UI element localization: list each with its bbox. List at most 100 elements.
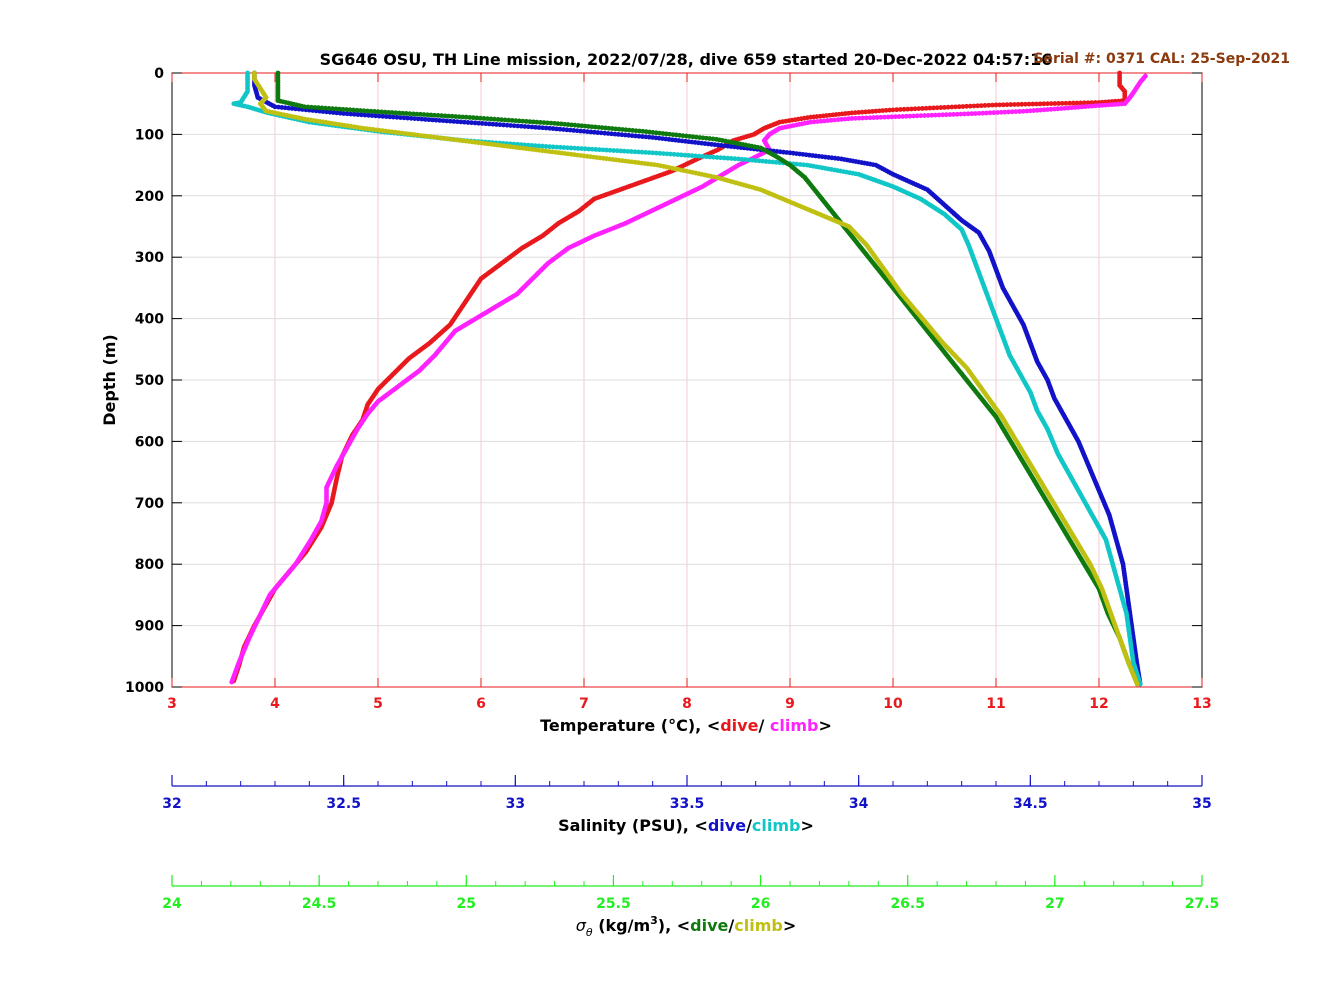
- temperature-climb-sample: [1045, 107, 1050, 112]
- temperature-label-climb: climb: [770, 716, 819, 735]
- temperature-dive-sample: [920, 106, 925, 111]
- salinity-label-sep: /: [746, 816, 752, 835]
- sigma-dive-sample: [361, 108, 367, 114]
- temperature-climb-sample: [976, 110, 982, 116]
- salinity-climb-sample: [611, 148, 616, 153]
- temperature-climb-sample: [1031, 108, 1037, 113]
- sigma-dive-sample: [548, 120, 554, 126]
- temperature-tick-label: 6: [476, 696, 486, 712]
- salinity-dive-sample: [533, 124, 538, 130]
- sigma-label-dive: dive: [690, 916, 728, 935]
- salinity-climb-sample: [749, 157, 755, 163]
- salinity-climb-sample: [604, 147, 609, 153]
- salinity-dive-sample: [639, 134, 645, 139]
- temperature-tick-label: 8: [682, 696, 692, 712]
- salinity-tick-label: 33: [506, 796, 525, 812]
- sigma-label-suffix: >: [783, 916, 796, 935]
- salinity-dive-sample: [578, 128, 583, 134]
- temperature-tick-label: 4: [270, 696, 280, 712]
- sigma-dive-sample: [400, 110, 406, 116]
- temperature-climb-sample: [1072, 105, 1078, 110]
- sigma-dive-sample: [316, 105, 321, 111]
- salinity-climb-sample: [632, 149, 638, 155]
- salinity-climb-sample: [718, 155, 724, 161]
- sigma-dive-sample: [319, 105, 325, 111]
- salinity-dive-sample: [483, 121, 489, 127]
- temperature-climb-sample: [1093, 103, 1098, 109]
- temperature-dive-sample: [1037, 101, 1043, 107]
- sigma-label-sep: /: [728, 916, 734, 935]
- sigma-dive-sample: [470, 115, 476, 121]
- salinity-dive-sample: [598, 130, 604, 136]
- sigma-dive-sample: [354, 107, 360, 113]
- salinity-dive-sample: [344, 111, 350, 117]
- sigma-dive-sample: [499, 117, 504, 123]
- salinity-dive-sample: [415, 116, 421, 122]
- sigma-dive-sample: [446, 113, 452, 119]
- sigma-tick-label: 25.5: [596, 896, 631, 912]
- temperature-climb-sample: [871, 115, 877, 120]
- sigma-dive-sample: [474, 115, 480, 121]
- sigma-dive-sample: [481, 116, 487, 121]
- temperature-climb-sample: [1069, 105, 1074, 111]
- salinity-climb-sample: [618, 148, 624, 154]
- temperature-climb-sample: [958, 111, 964, 117]
- salinity-label-climb: climb: [752, 816, 801, 835]
- salinity-dive-sample: [355, 112, 361, 117]
- temperature-climb-sample: [943, 112, 949, 118]
- salinity-dive-sample: [462, 119, 467, 125]
- sigma-dive-sample: [502, 117, 508, 123]
- temperature-climb-point: [973, 111, 978, 116]
- temperature-climb-sample: [936, 112, 942, 118]
- salinity-climb-sample: [572, 145, 577, 151]
- temperature-dive-sample: [975, 103, 981, 109]
- sigma-dive-sample: [534, 119, 540, 125]
- temperature-dive-sample: [873, 108, 879, 114]
- salinity-climb-sample: [742, 157, 748, 162]
- salinity-dive-sample: [574, 128, 580, 134]
- temperature-climb-sample: [954, 111, 960, 117]
- salinity-climb-sample: [660, 151, 666, 156]
- salinity-dive-sample: [581, 128, 587, 134]
- salinity-climb-sample: [561, 145, 567, 150]
- salinity-dive-sample: [504, 122, 510, 128]
- temperature-dive-sample: [1034, 101, 1039, 107]
- salinity-dive-sample: [595, 130, 601, 135]
- temperature-dive-sample: [1015, 102, 1021, 107]
- salinity-dive-sample: [522, 124, 528, 129]
- salinity-dive-sample: [405, 115, 410, 121]
- sigma-tick-label: 25: [457, 896, 476, 912]
- temperature-climb-sample: [914, 113, 920, 119]
- grid-lines: [172, 73, 1202, 687]
- salinity-dive-sample: [376, 113, 382, 119]
- salinity-dive-sample: [419, 116, 425, 122]
- depth-tick-label: 1000: [125, 680, 164, 696]
- salinity-dive-sample: [383, 114, 389, 119]
- salinity-dive-point: [444, 118, 450, 124]
- temperature-climb-sample: [1062, 105, 1068, 111]
- salinity-dive-sample: [540, 125, 545, 131]
- salinity-dive-sample: [412, 116, 418, 122]
- salinity-climb-sample: [725, 155, 731, 161]
- temperature-dive-sample: [997, 102, 1003, 108]
- chart-title: SG646 OSU, TH Line mission, 2022/07/28, …: [320, 50, 1053, 69]
- temperature-dive-sample: [1026, 101, 1032, 107]
- temperature-dive-sample: [967, 103, 973, 109]
- sigma-tick-label: 26.5: [890, 896, 925, 912]
- sigma-dive-sample: [530, 119, 536, 125]
- sigma-dive-sample: [435, 113, 441, 118]
- sigma-dive-sample: [379, 109, 384, 115]
- sigma-dive-sample: [340, 106, 346, 112]
- salinity-climb-point: [650, 150, 656, 156]
- salinity-climb-sample: [600, 147, 606, 153]
- depth-axis-label: Depth (m): [100, 334, 119, 426]
- temperature-climb-point: [849, 116, 855, 121]
- temperature-climb-sample: [839, 116, 844, 122]
- temperature-climb-point: [1065, 105, 1071, 111]
- sigma-tick-label: 27: [1045, 896, 1064, 912]
- temperature-dive-sample: [931, 105, 936, 111]
- temperature-tick-label: 7: [579, 696, 589, 712]
- salinity-dive-sample: [622, 132, 628, 138]
- sigma-dive-sample: [485, 116, 490, 122]
- temperature-climb-sample: [995, 110, 1000, 115]
